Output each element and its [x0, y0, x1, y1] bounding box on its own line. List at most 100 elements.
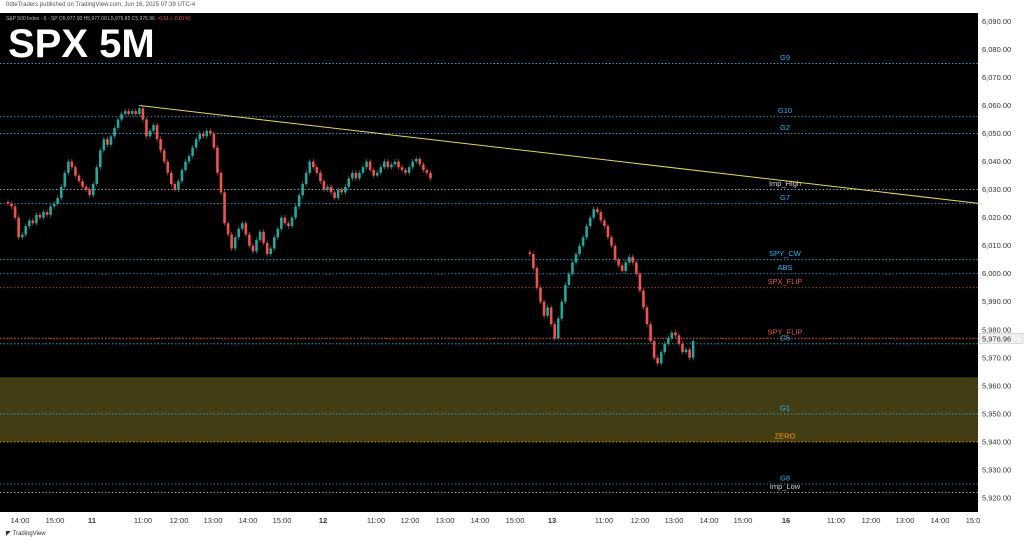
candle-body: [581, 237, 585, 246]
y-tick-label: 6,090.00: [982, 17, 1011, 26]
x-tick-label: 14:00: [700, 516, 719, 525]
candle-body: [219, 172, 223, 193]
candle-body: [81, 181, 84, 187]
candle-body: [659, 352, 663, 364]
candle-body: [670, 332, 674, 339]
candle-body: [123, 111, 127, 114]
candle-body: [411, 161, 414, 168]
candle-body: [688, 349, 691, 358]
x-tick-label: 14:00: [471, 516, 490, 525]
candle-body: [343, 186, 347, 193]
level-label: SPY_CW: [769, 249, 802, 258]
y-tick-label: 6,040.00: [982, 157, 1011, 166]
candle-body: [223, 192, 226, 224]
x-tick-label: 14:00: [931, 516, 950, 525]
candle-body: [38, 214, 42, 218]
candle-body: [35, 214, 38, 224]
candle-body: [361, 167, 365, 173]
candle-body: [152, 125, 155, 131]
candle-body: [255, 240, 258, 252]
y-tick-label: 5,960.00: [982, 381, 1011, 390]
candle-body: [52, 203, 56, 207]
y-tick-label: 6,000.00: [982, 269, 1011, 278]
tradingview-logo[interactable]: ◤ TradingView: [6, 530, 46, 537]
candle-body: [638, 273, 642, 291]
x-tick-label: 14:00: [239, 516, 258, 525]
candle-body: [102, 139, 106, 151]
candle-body: [556, 318, 560, 339]
candle-body: [145, 119, 148, 137]
candle-body: [120, 113, 123, 120]
candle-body: [287, 223, 290, 227]
candle-body: [17, 217, 20, 238]
candle-body: [226, 223, 230, 235]
candle-body: [237, 228, 241, 238]
candle-body: [276, 228, 280, 238]
close-value: C5,976.96: [131, 16, 155, 22]
candle-body: [59, 186, 63, 199]
candle-body: [656, 357, 659, 364]
candle-body: [383, 161, 386, 168]
level-label: G10: [778, 106, 792, 115]
candle-body: [649, 324, 652, 341]
candle-body: [386, 161, 390, 168]
candle-body: [113, 127, 116, 137]
candle-body: [244, 223, 248, 235]
candle-body: [184, 161, 187, 170]
candle-body: [677, 335, 681, 344]
candle-body: [652, 340, 656, 358]
candle-body: [216, 147, 219, 173]
candle-body: [553, 324, 556, 339]
candle-body: [10, 203, 13, 207]
candle-body: [269, 248, 272, 255]
candle-body: [617, 259, 620, 266]
candle-body: [606, 226, 610, 238]
candle-body: [127, 111, 130, 114]
x-tick-label: 12:00: [862, 516, 881, 525]
candle-body: [180, 169, 184, 182]
candle-body: [322, 181, 326, 190]
level-label: G9: [780, 53, 790, 62]
candle-body: [24, 226, 28, 235]
candle-body: [141, 108, 145, 120]
candle-body: [290, 217, 294, 227]
candle-body: [390, 164, 393, 168]
level-label: G6: [780, 333, 790, 342]
candle-body: [109, 136, 113, 145]
candle-body: [418, 158, 422, 165]
candle-body: [297, 195, 301, 207]
candle-body: [635, 262, 638, 274]
x-tick-label: 13:00: [204, 516, 223, 525]
candle-body: [77, 175, 81, 182]
candle-body: [319, 172, 322, 182]
price-axis: [978, 13, 1024, 527]
candle-body: [414, 158, 418, 162]
candle-body: [262, 231, 265, 243]
level-label: ZERO: [775, 431, 796, 440]
candle-body: [13, 206, 17, 218]
candle-body: [258, 231, 262, 241]
candle-body: [663, 343, 667, 353]
candle-body: [31, 220, 35, 224]
price-chart[interactable]: G9 G10 G2 Imp_High G7 SPY_CW ABS SPX_FLIP SPY_FL…: [0, 13, 1024, 527]
x-tick-label: 12: [319, 516, 327, 525]
low-value: L5,976.85: [108, 16, 131, 22]
candle-body: [532, 254, 535, 269]
x-tick-label: 11:00: [367, 516, 385, 525]
ohlc-readout: S&P 500 Index · 5 · SP O5,977.00 H5,977.…: [6, 16, 191, 22]
candle-body: [283, 217, 287, 224]
candle-body: [194, 139, 198, 148]
candle-body: [691, 340, 695, 358]
candle-body: [173, 184, 177, 190]
level-label: G1: [780, 403, 790, 412]
candle-body: [315, 167, 319, 173]
candle-body: [578, 245, 581, 255]
x-tick-label: 15:00: [506, 516, 525, 525]
candle-body: [187, 155, 191, 162]
candle-body: [354, 172, 358, 179]
candle-body: [681, 343, 684, 353]
candle-body: [304, 172, 308, 185]
candle-body: [624, 262, 627, 271]
candle-body: [49, 206, 52, 215]
candle-body: [233, 237, 237, 249]
